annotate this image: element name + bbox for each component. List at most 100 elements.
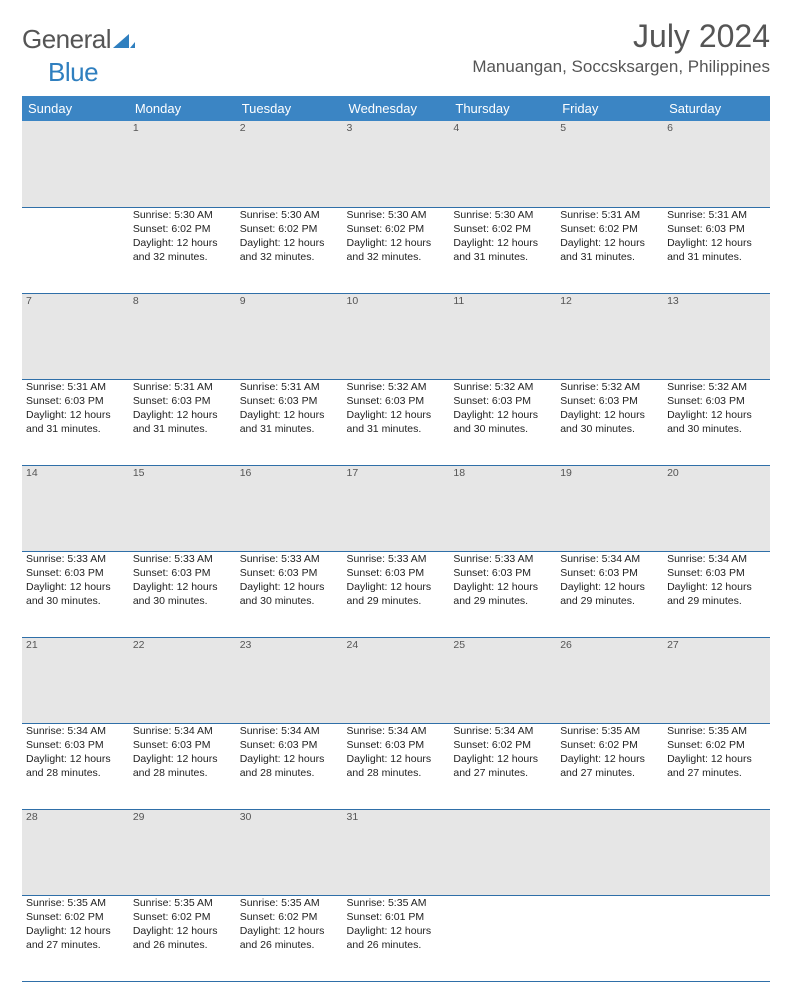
- day1-text: Daylight: 12 hours: [26, 408, 125, 422]
- sunrise-text: Sunrise: 5:32 AM: [347, 380, 446, 394]
- day1-text: Daylight: 12 hours: [240, 580, 339, 594]
- day1-text: Daylight: 12 hours: [133, 236, 232, 250]
- day-cell: Sunrise: 5:32 AMSunset: 6:03 PMDaylight:…: [343, 379, 450, 465]
- day1-text: Daylight: 12 hours: [240, 408, 339, 422]
- day1-text: Daylight: 12 hours: [26, 752, 125, 766]
- day-number: 13: [663, 293, 770, 379]
- sunset-text: Sunset: 6:02 PM: [26, 910, 125, 924]
- sunset-text: Sunset: 6:03 PM: [133, 566, 232, 580]
- sunset-text: Sunset: 6:03 PM: [453, 394, 552, 408]
- day-number: 11: [449, 293, 556, 379]
- weekday-header: Monday: [129, 96, 236, 121]
- day2-text: and 26 minutes.: [133, 938, 232, 952]
- day-number: 2: [236, 121, 343, 207]
- day2-text: and 32 minutes.: [347, 250, 446, 264]
- day-cell: Sunrise: 5:31 AMSunset: 6:03 PMDaylight:…: [129, 379, 236, 465]
- day1-text: Daylight: 12 hours: [347, 924, 446, 938]
- day1-text: Daylight: 12 hours: [453, 408, 552, 422]
- day1-text: Daylight: 12 hours: [560, 408, 659, 422]
- day1-text: Daylight: 12 hours: [347, 236, 446, 250]
- day2-text: and 30 minutes.: [240, 594, 339, 608]
- sunset-text: Sunset: 6:02 PM: [133, 222, 232, 236]
- sunset-text: Sunset: 6:03 PM: [667, 394, 766, 408]
- day-detail-row: Sunrise: 5:31 AMSunset: 6:03 PMDaylight:…: [22, 379, 770, 465]
- day1-text: Daylight: 12 hours: [240, 924, 339, 938]
- day1-text: Daylight: 12 hours: [133, 408, 232, 422]
- sunset-text: Sunset: 6:03 PM: [347, 566, 446, 580]
- sunset-text: Sunset: 6:03 PM: [133, 738, 232, 752]
- day1-text: Daylight: 12 hours: [347, 408, 446, 422]
- sunset-text: Sunset: 6:03 PM: [667, 566, 766, 580]
- weekday-header: Thursday: [449, 96, 556, 121]
- sunset-text: Sunset: 6:03 PM: [133, 394, 232, 408]
- day-cell: Sunrise: 5:35 AMSunset: 6:02 PMDaylight:…: [22, 895, 129, 981]
- day1-text: Daylight: 12 hours: [26, 924, 125, 938]
- day-cell: Sunrise: 5:31 AMSunset: 6:03 PMDaylight:…: [663, 207, 770, 293]
- day2-text: and 26 minutes.: [240, 938, 339, 952]
- day-number: 19: [556, 465, 663, 551]
- day-number-row: 14151617181920: [22, 465, 770, 551]
- day-cell: Sunrise: 5:33 AMSunset: 6:03 PMDaylight:…: [22, 551, 129, 637]
- day-cell: Sunrise: 5:34 AMSunset: 6:03 PMDaylight:…: [663, 551, 770, 637]
- day2-text: and 31 minutes.: [453, 250, 552, 264]
- day-cell: Sunrise: 5:34 AMSunset: 6:02 PMDaylight:…: [449, 723, 556, 809]
- day-cell: Sunrise: 5:33 AMSunset: 6:03 PMDaylight:…: [343, 551, 450, 637]
- day2-text: and 29 minutes.: [347, 594, 446, 608]
- sunrise-text: Sunrise: 5:33 AM: [26, 552, 125, 566]
- day2-text: and 30 minutes.: [560, 422, 659, 436]
- day-detail-row: Sunrise: 5:33 AMSunset: 6:03 PMDaylight:…: [22, 551, 770, 637]
- day-number: 14: [22, 465, 129, 551]
- day-cell: Sunrise: 5:34 AMSunset: 6:03 PMDaylight:…: [236, 723, 343, 809]
- sunset-text: Sunset: 6:02 PM: [133, 910, 232, 924]
- day1-text: Daylight: 12 hours: [240, 752, 339, 766]
- day1-text: Daylight: 12 hours: [667, 408, 766, 422]
- sunset-text: Sunset: 6:03 PM: [560, 394, 659, 408]
- day1-text: Daylight: 12 hours: [560, 236, 659, 250]
- day-number: 31: [343, 809, 450, 895]
- sunrise-text: Sunrise: 5:34 AM: [667, 552, 766, 566]
- day2-text: and 29 minutes.: [667, 594, 766, 608]
- day2-text: and 31 minutes.: [240, 422, 339, 436]
- day-cell: Sunrise: 5:35 AMSunset: 6:02 PMDaylight:…: [663, 723, 770, 809]
- day1-text: Daylight: 12 hours: [347, 580, 446, 594]
- day-cell: Sunrise: 5:30 AMSunset: 6:02 PMDaylight:…: [449, 207, 556, 293]
- calendar-table: Sunday Monday Tuesday Wednesday Thursday…: [22, 96, 770, 982]
- sunrise-text: Sunrise: 5:31 AM: [560, 208, 659, 222]
- sunrise-text: Sunrise: 5:35 AM: [240, 896, 339, 910]
- day-cell: Sunrise: 5:34 AMSunset: 6:03 PMDaylight:…: [129, 723, 236, 809]
- day2-text: and 30 minutes.: [26, 594, 125, 608]
- day1-text: Daylight: 12 hours: [667, 236, 766, 250]
- sunrise-text: Sunrise: 5:30 AM: [347, 208, 446, 222]
- sunset-text: Sunset: 6:03 PM: [347, 738, 446, 752]
- logo-sail-icon: [113, 24, 135, 55]
- day-cell: Sunrise: 5:30 AMSunset: 6:02 PMDaylight:…: [236, 207, 343, 293]
- day1-text: Daylight: 12 hours: [240, 236, 339, 250]
- day-cell: Sunrise: 5:35 AMSunset: 6:02 PMDaylight:…: [129, 895, 236, 981]
- day-number: [449, 809, 556, 895]
- day1-text: Daylight: 12 hours: [560, 752, 659, 766]
- sunrise-text: Sunrise: 5:30 AM: [240, 208, 339, 222]
- sunrise-text: Sunrise: 5:31 AM: [240, 380, 339, 394]
- day2-text: and 31 minutes.: [560, 250, 659, 264]
- logo-word-1: General: [22, 24, 111, 54]
- day2-text: and 31 minutes.: [347, 422, 446, 436]
- day-cell: Sunrise: 5:32 AMSunset: 6:03 PMDaylight:…: [449, 379, 556, 465]
- sunset-text: Sunset: 6:03 PM: [26, 566, 125, 580]
- day-number: 22: [129, 637, 236, 723]
- weekday-header: Tuesday: [236, 96, 343, 121]
- weekday-header-row: Sunday Monday Tuesday Wednesday Thursday…: [22, 96, 770, 121]
- day2-text: and 29 minutes.: [560, 594, 659, 608]
- day-cell: Sunrise: 5:34 AMSunset: 6:03 PMDaylight:…: [556, 551, 663, 637]
- day-cell: Sunrise: 5:30 AMSunset: 6:02 PMDaylight:…: [343, 207, 450, 293]
- day2-text: and 27 minutes.: [667, 766, 766, 780]
- day-cell: Sunrise: 5:32 AMSunset: 6:03 PMDaylight:…: [663, 379, 770, 465]
- sunset-text: Sunset: 6:03 PM: [453, 566, 552, 580]
- sunset-text: Sunset: 6:02 PM: [453, 222, 552, 236]
- sunset-text: Sunset: 6:01 PM: [347, 910, 446, 924]
- day1-text: Daylight: 12 hours: [133, 752, 232, 766]
- sunrise-text: Sunrise: 5:35 AM: [560, 724, 659, 738]
- day-cell: [556, 895, 663, 981]
- day-number: 28: [22, 809, 129, 895]
- day-number: 9: [236, 293, 343, 379]
- day2-text: and 32 minutes.: [133, 250, 232, 264]
